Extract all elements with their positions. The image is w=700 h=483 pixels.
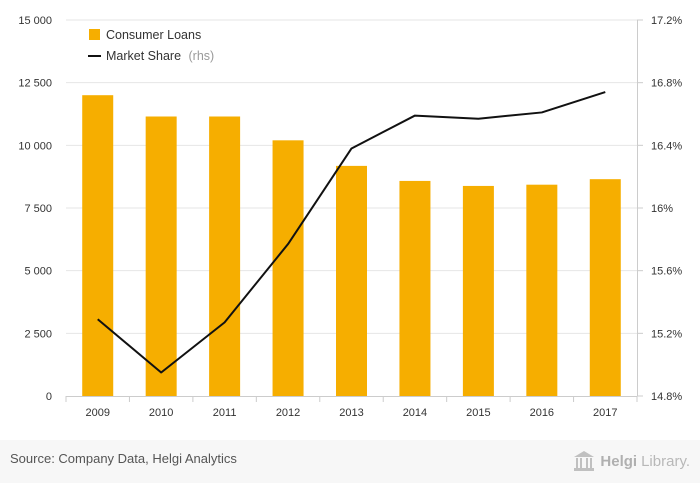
brand-logo: Helgi Library. xyxy=(572,448,690,474)
y-right-tick-label: 15.2% xyxy=(651,328,682,340)
x-tick-label: 2011 xyxy=(213,407,237,419)
x-tick-label: 2017 xyxy=(593,407,617,419)
x-tick-label: 2010 xyxy=(149,407,173,419)
x-tick-label: 2014 xyxy=(403,407,427,419)
legend-swatch-consumer-loans xyxy=(89,29,100,40)
legend-label-rhs: (rhs) xyxy=(189,49,215,63)
y-right-tick-label: 15.6% xyxy=(651,266,682,278)
bar-2016 xyxy=(526,184,558,396)
bar-2013 xyxy=(336,165,367,396)
y-left-tick-label: 15 000 xyxy=(18,15,52,27)
y-axis-left: 0 2 500 5 000 7 500 10 000 12 500 15 000 xyxy=(18,15,52,403)
x-tick-label: 2016 xyxy=(530,407,554,419)
legend-label-market-share: Market Share xyxy=(106,49,181,63)
bar-2009 xyxy=(82,95,114,396)
footer: Source: Company Data, Helgi Analytics He… xyxy=(0,440,700,483)
x-tick-label: 2013 xyxy=(339,407,363,419)
bar-2012 xyxy=(272,140,304,396)
y-right-tick-label: 16.4% xyxy=(651,140,682,152)
y-left-tick-label: 2 500 xyxy=(24,328,52,340)
y-right-tick-label: 14.8% xyxy=(651,391,682,403)
y-right-tick-label: 16.8% xyxy=(651,78,682,90)
y-left-tick-label: 0 xyxy=(46,391,52,403)
y-left-tick-label: 7 500 xyxy=(24,203,52,215)
y-left-tick-label: 12 500 xyxy=(18,78,52,90)
y-left-tick-label: 5 000 xyxy=(24,266,52,278)
bars xyxy=(82,95,621,397)
brand-name-part1: Helgi xyxy=(600,452,638,470)
source-note: Source: Company Data, Helgi Analytics xyxy=(10,451,237,466)
y-left-tick-label: 10 000 xyxy=(18,140,52,152)
x-axis: 2009 2010 2011 2012 2013 2014 2015 2016 2017 xyxy=(65,396,638,419)
y-axis-right: 14.8% 15.2% 15.6% 16% 16.4% 16.8% 17.2% xyxy=(637,15,682,403)
y-right-tick-label: 16% xyxy=(651,203,673,215)
bar-2011 xyxy=(209,116,241,397)
legend-label-consumer-loans: Consumer Loans xyxy=(106,28,201,42)
svg-text:Market Share (rhs): Market Share (rhs) xyxy=(106,49,214,63)
market-share-line xyxy=(97,91,606,374)
brand-name-part2: Library. xyxy=(641,452,690,470)
x-tick-label: 2015 xyxy=(466,407,490,419)
bar-2015 xyxy=(462,185,494,396)
bar-2010 xyxy=(145,116,177,397)
bar-2017 xyxy=(589,179,621,396)
chart: 2009 2010 2011 2012 2013 2014 2015 2016 2017 0 2 … xyxy=(18,15,682,419)
bar-2014 xyxy=(399,180,431,396)
x-tick-label: 2012 xyxy=(276,407,300,419)
legend: Consumer Loans Market Share (rhs) xyxy=(88,28,214,63)
library-building-icon xyxy=(574,451,595,471)
x-tick-label: 2009 xyxy=(85,407,109,419)
y-right-tick-label: 17.2% xyxy=(651,15,682,27)
line-series xyxy=(97,91,606,374)
